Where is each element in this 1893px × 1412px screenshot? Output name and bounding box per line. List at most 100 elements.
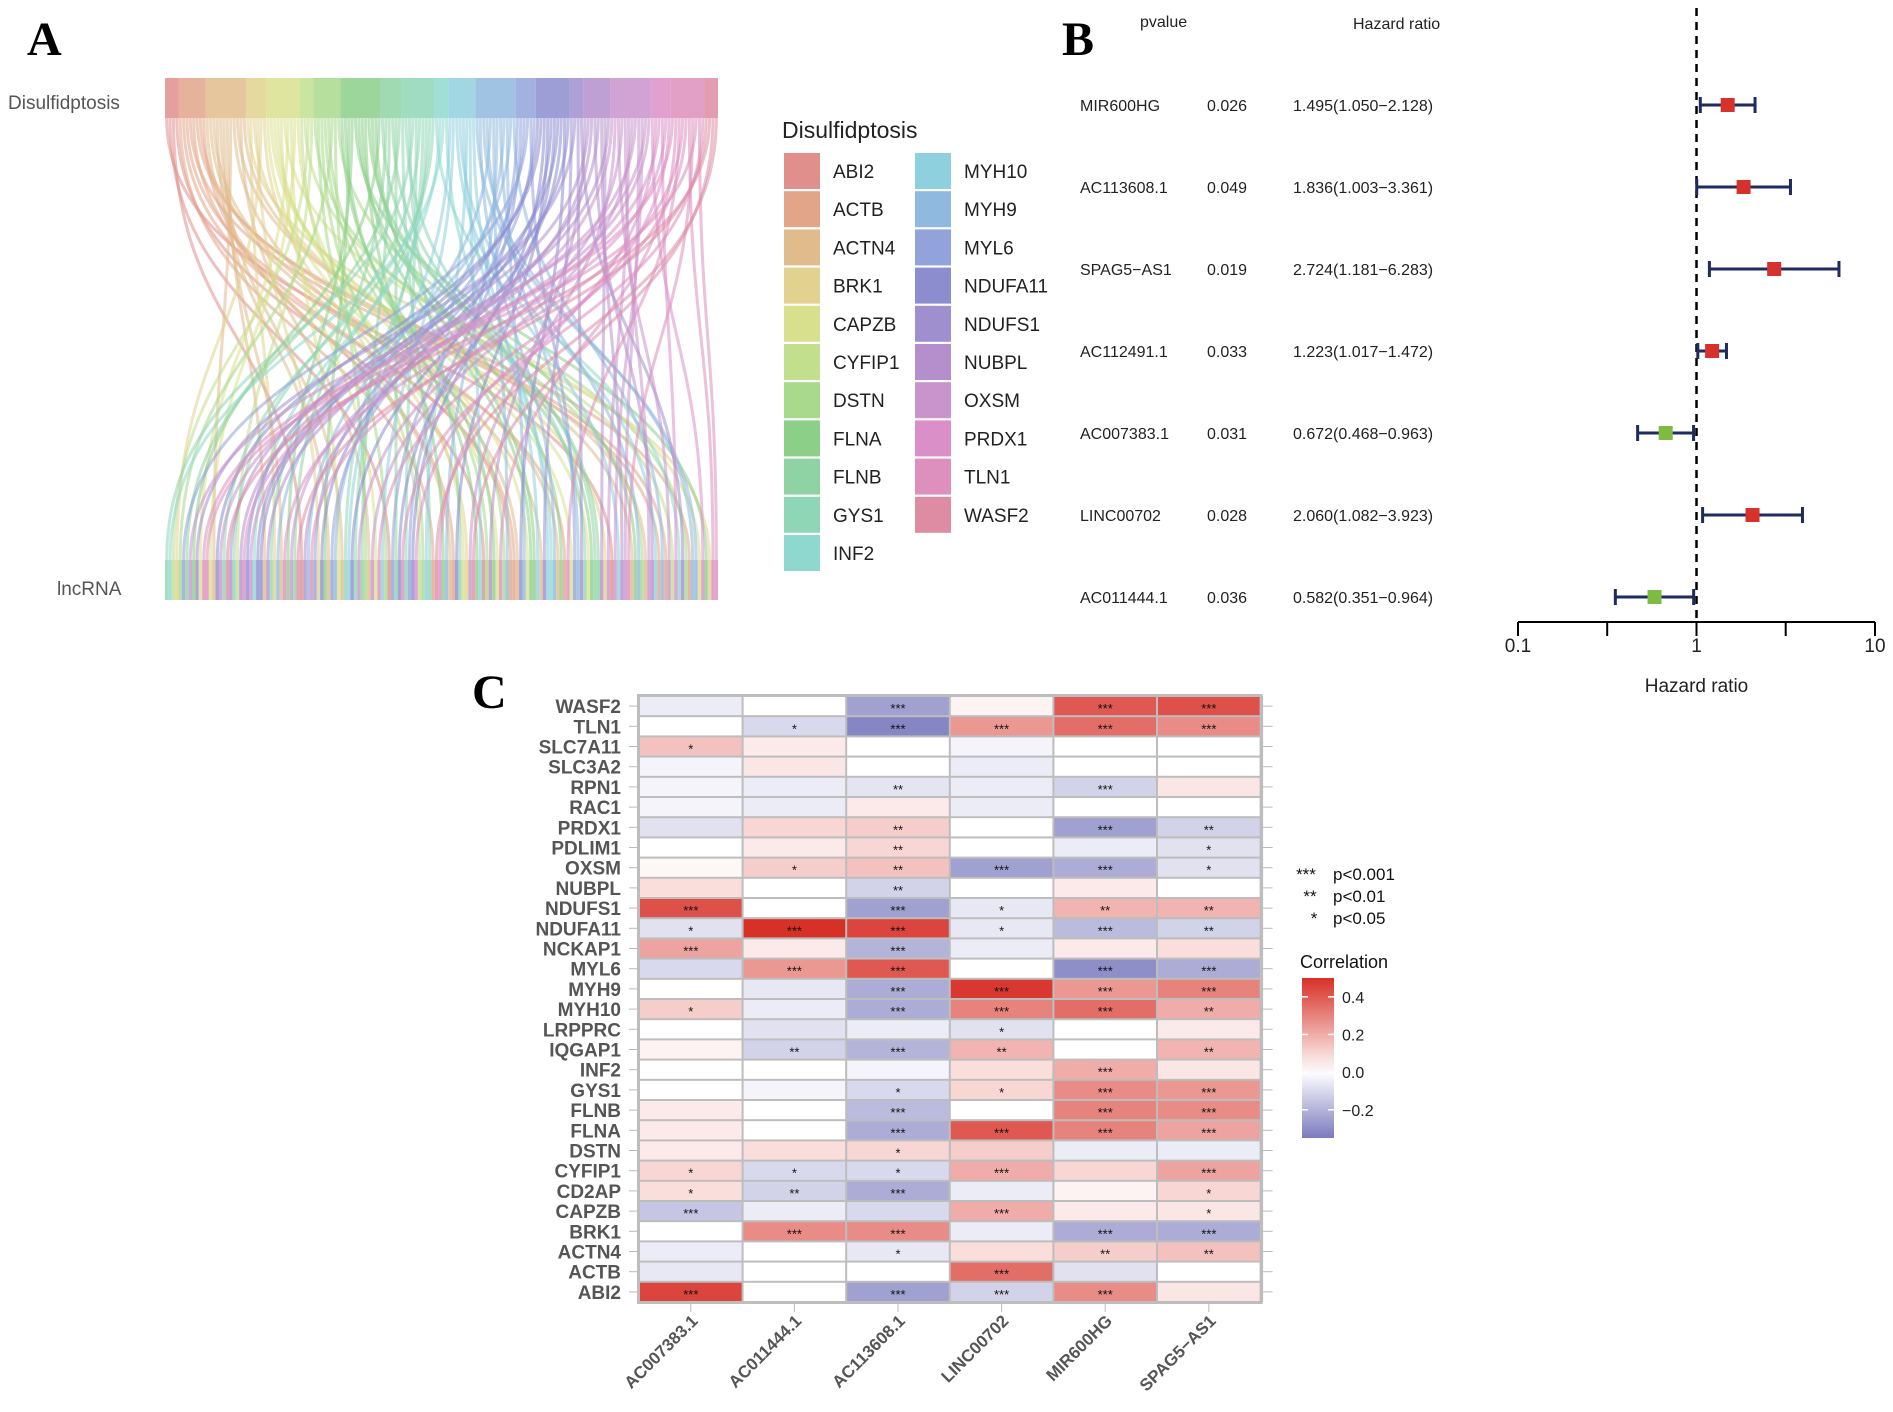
heatmap-cell xyxy=(847,798,949,817)
heatmap-cell xyxy=(950,697,1053,716)
bottom-node xyxy=(198,560,203,600)
heatmap-cell xyxy=(1158,798,1260,817)
heatmap-cell xyxy=(950,1161,1053,1180)
heatmap-cell xyxy=(950,1202,1053,1221)
sankey-links xyxy=(165,117,718,561)
bottom-node xyxy=(552,560,557,600)
heatmap-cell xyxy=(1054,1141,1156,1160)
row-hr-text: 2.724(1.181−6.283) xyxy=(1293,262,1433,279)
bottom-node xyxy=(576,560,580,600)
row-label-rac1: RAC1 xyxy=(569,798,621,819)
significance-mark: ** xyxy=(789,1045,799,1060)
significance-mark: *** xyxy=(1098,782,1113,797)
significance-mark: *** xyxy=(1098,1004,1113,1019)
sankey-link xyxy=(215,117,331,561)
bottom-node xyxy=(316,560,321,600)
significance-mark: *** xyxy=(1098,923,1113,938)
panel-label-b: B xyxy=(1062,13,1095,66)
heatmap-cell xyxy=(847,1262,949,1281)
bottom-node xyxy=(340,560,344,600)
heatmap-cell xyxy=(847,697,949,716)
heatmap-cell xyxy=(1158,1202,1260,1221)
heatmap-cell xyxy=(743,1141,846,1160)
bottom-node xyxy=(650,560,654,600)
heatmap-cell xyxy=(1158,939,1260,958)
heatmap-cell xyxy=(950,939,1053,958)
heatmap-cell xyxy=(1054,1101,1156,1120)
colorbar-tick-label: 0.0 xyxy=(1342,1065,1364,1082)
hr-point xyxy=(1767,262,1782,276)
bottom-node xyxy=(360,560,364,600)
row-hr-text: 0.582(0.351−0.964) xyxy=(1293,590,1433,607)
bottom-node xyxy=(168,560,172,600)
significance-mark: *** xyxy=(994,1125,1009,1140)
heatmap-cell xyxy=(1054,1161,1156,1180)
heatmap-cell xyxy=(1054,1060,1156,1079)
sankey-link xyxy=(310,117,685,561)
col-label: MIR600HG xyxy=(1042,1311,1116,1385)
bottom-node xyxy=(165,560,169,600)
significance-mark: *** xyxy=(994,721,1009,736)
bottom-node xyxy=(670,560,675,600)
heatmap-cell xyxy=(847,838,949,857)
heatmap-cell xyxy=(847,1101,949,1120)
row-gene-label: AC007383.1 xyxy=(1080,426,1169,443)
bottom-node xyxy=(407,560,412,600)
sig-legend-label: p<0.05 xyxy=(1333,909,1385,928)
forest-plot: pvalue Hazard ratio MIR600HG 0.026 1.495(1.0… xyxy=(1080,8,1886,697)
heatmap-cell xyxy=(1054,1282,1156,1301)
bottom-node xyxy=(343,560,348,600)
bottom-node xyxy=(438,560,442,600)
heatmap-cell xyxy=(640,737,742,756)
row-label-wasf2: WASF2 xyxy=(556,697,621,718)
bottom-node xyxy=(640,560,644,600)
bottom-node xyxy=(505,560,509,600)
bottom-node xyxy=(283,560,287,600)
legend-swatch-actn4 xyxy=(784,229,820,266)
sankey-link xyxy=(266,117,600,561)
sankey-link xyxy=(171,117,304,561)
bottom-node xyxy=(701,560,705,600)
sankey-link xyxy=(289,117,341,561)
heatmap-cell xyxy=(950,838,1053,857)
sankey-link xyxy=(168,117,445,561)
bottom-node xyxy=(387,560,391,600)
heatmap-cell xyxy=(1054,939,1156,958)
top-node-flna xyxy=(340,78,381,118)
heatmap-cell xyxy=(743,1161,846,1180)
heatmap-cell xyxy=(1054,1000,1156,1019)
significance-mark: ** xyxy=(1204,1004,1214,1019)
bottom-node xyxy=(610,560,614,600)
heatmap-cell xyxy=(950,818,1053,837)
heatmap-cell xyxy=(640,1080,742,1099)
heatmap-cell xyxy=(1054,1222,1156,1241)
top-node-oxsm xyxy=(610,78,651,118)
bottom-node xyxy=(606,560,611,600)
bottom-node xyxy=(175,560,179,600)
top-node-ndufa11 xyxy=(535,78,570,118)
heatmap-cell xyxy=(1054,959,1156,978)
heatmap-cell xyxy=(1054,818,1156,837)
bottom-node xyxy=(350,560,354,600)
heatmap-cell xyxy=(640,1282,742,1301)
heatmap-cell xyxy=(847,1060,949,1079)
bottom-node xyxy=(431,560,435,600)
significance-mark: * xyxy=(1206,863,1211,878)
bottom-node xyxy=(664,560,668,600)
legend-swatch-flnb xyxy=(784,458,820,495)
top-node-nubpl xyxy=(583,78,611,118)
bottom-node xyxy=(498,560,503,600)
row-gene-label: AC011444.1 xyxy=(1080,590,1168,607)
heatmap-cell xyxy=(1158,1181,1260,1200)
col-label: SPAG5−AS1 xyxy=(1136,1311,1220,1395)
heatmap-cell xyxy=(743,697,846,716)
significance-mark: *** xyxy=(994,1004,1009,1019)
heatmap-cell xyxy=(1158,1222,1260,1241)
legend-swatch-abi2 xyxy=(784,153,820,189)
significance-mark: *** xyxy=(1201,721,1216,736)
heatmap-cell xyxy=(1158,697,1260,716)
significance-mark: *** xyxy=(890,944,905,959)
bottom-node xyxy=(411,560,415,600)
heatmap-cell xyxy=(743,798,846,817)
significance-mark: *** xyxy=(890,701,905,716)
